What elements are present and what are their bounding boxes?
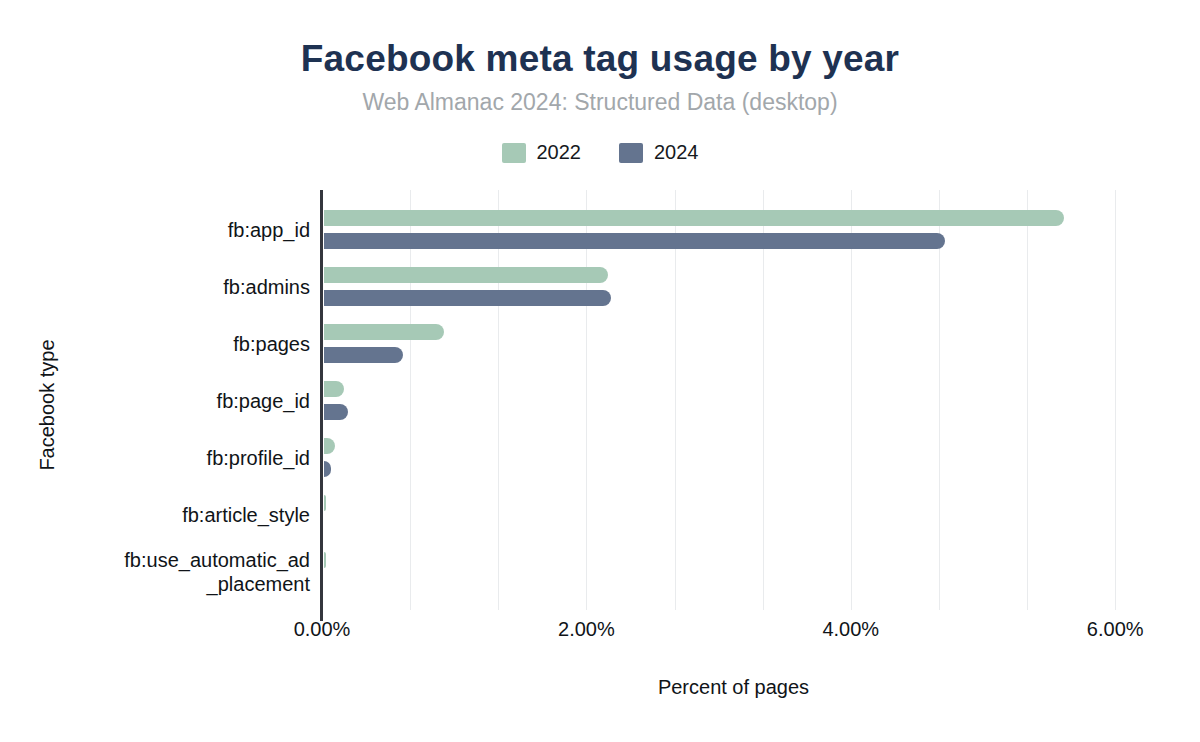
chart-canvas: Facebook meta tag usage by year Web Alma… — [0, 0, 1200, 742]
bar-row — [322, 372, 1145, 429]
legend-item-2022[interactable]: 2022 — [502, 141, 582, 164]
x-tick-label: 6.00% — [1087, 618, 1144, 641]
bar-row — [322, 543, 1145, 600]
category-label: fb:use_automatic_ad _placement — [58, 543, 310, 600]
bar-2022 — [324, 267, 608, 283]
chart-title: Facebook meta tag usage by year — [0, 38, 1200, 80]
x-axis-title: Percent of pages — [322, 676, 1145, 699]
category-label: fb:admins — [58, 258, 310, 315]
bar-2022 — [324, 495, 326, 511]
x-tick-label: 2.00% — [558, 618, 615, 641]
legend-label: 2022 — [537, 141, 582, 164]
bar-2022 — [324, 324, 444, 340]
legend-label: 2024 — [654, 141, 699, 164]
bar-row — [322, 315, 1145, 372]
bar-2024 — [324, 290, 611, 306]
category-label: fb:page_id — [58, 372, 310, 429]
bar-2022 — [324, 438, 335, 454]
bar-2022 — [324, 210, 1064, 226]
x-tick-label: 0.00% — [294, 618, 351, 641]
chart-subtitle: Web Almanac 2024: Structured Data (deskt… — [0, 89, 1200, 116]
category-label: fb:pages — [58, 315, 310, 372]
x-tick-label: 4.00% — [822, 618, 879, 641]
bar-row — [322, 486, 1145, 543]
y-axis-title: Facebook type — [36, 339, 59, 470]
legend-swatch-2024 — [619, 143, 643, 163]
bar-row — [322, 201, 1145, 258]
plot-area: fb:app_idfb:adminsfb:pagesfb:page_idfb:p… — [322, 190, 1145, 610]
legend-item-2024[interactable]: 2024 — [619, 141, 699, 164]
bar-2024 — [324, 233, 945, 249]
bar-2024 — [324, 461, 331, 477]
bar-2022 — [324, 381, 344, 397]
bar-row — [322, 429, 1145, 486]
bar-2024 — [324, 404, 348, 420]
category-label: fb:article_style — [58, 486, 310, 543]
category-label: fb:app_id — [58, 201, 310, 258]
bar-row — [322, 258, 1145, 315]
category-label: fb:profile_id — [58, 429, 310, 486]
bar-2022 — [324, 552, 326, 568]
legend: 2022 2024 — [0, 141, 1200, 164]
bar-2024 — [324, 347, 403, 363]
legend-swatch-2022 — [502, 143, 526, 163]
